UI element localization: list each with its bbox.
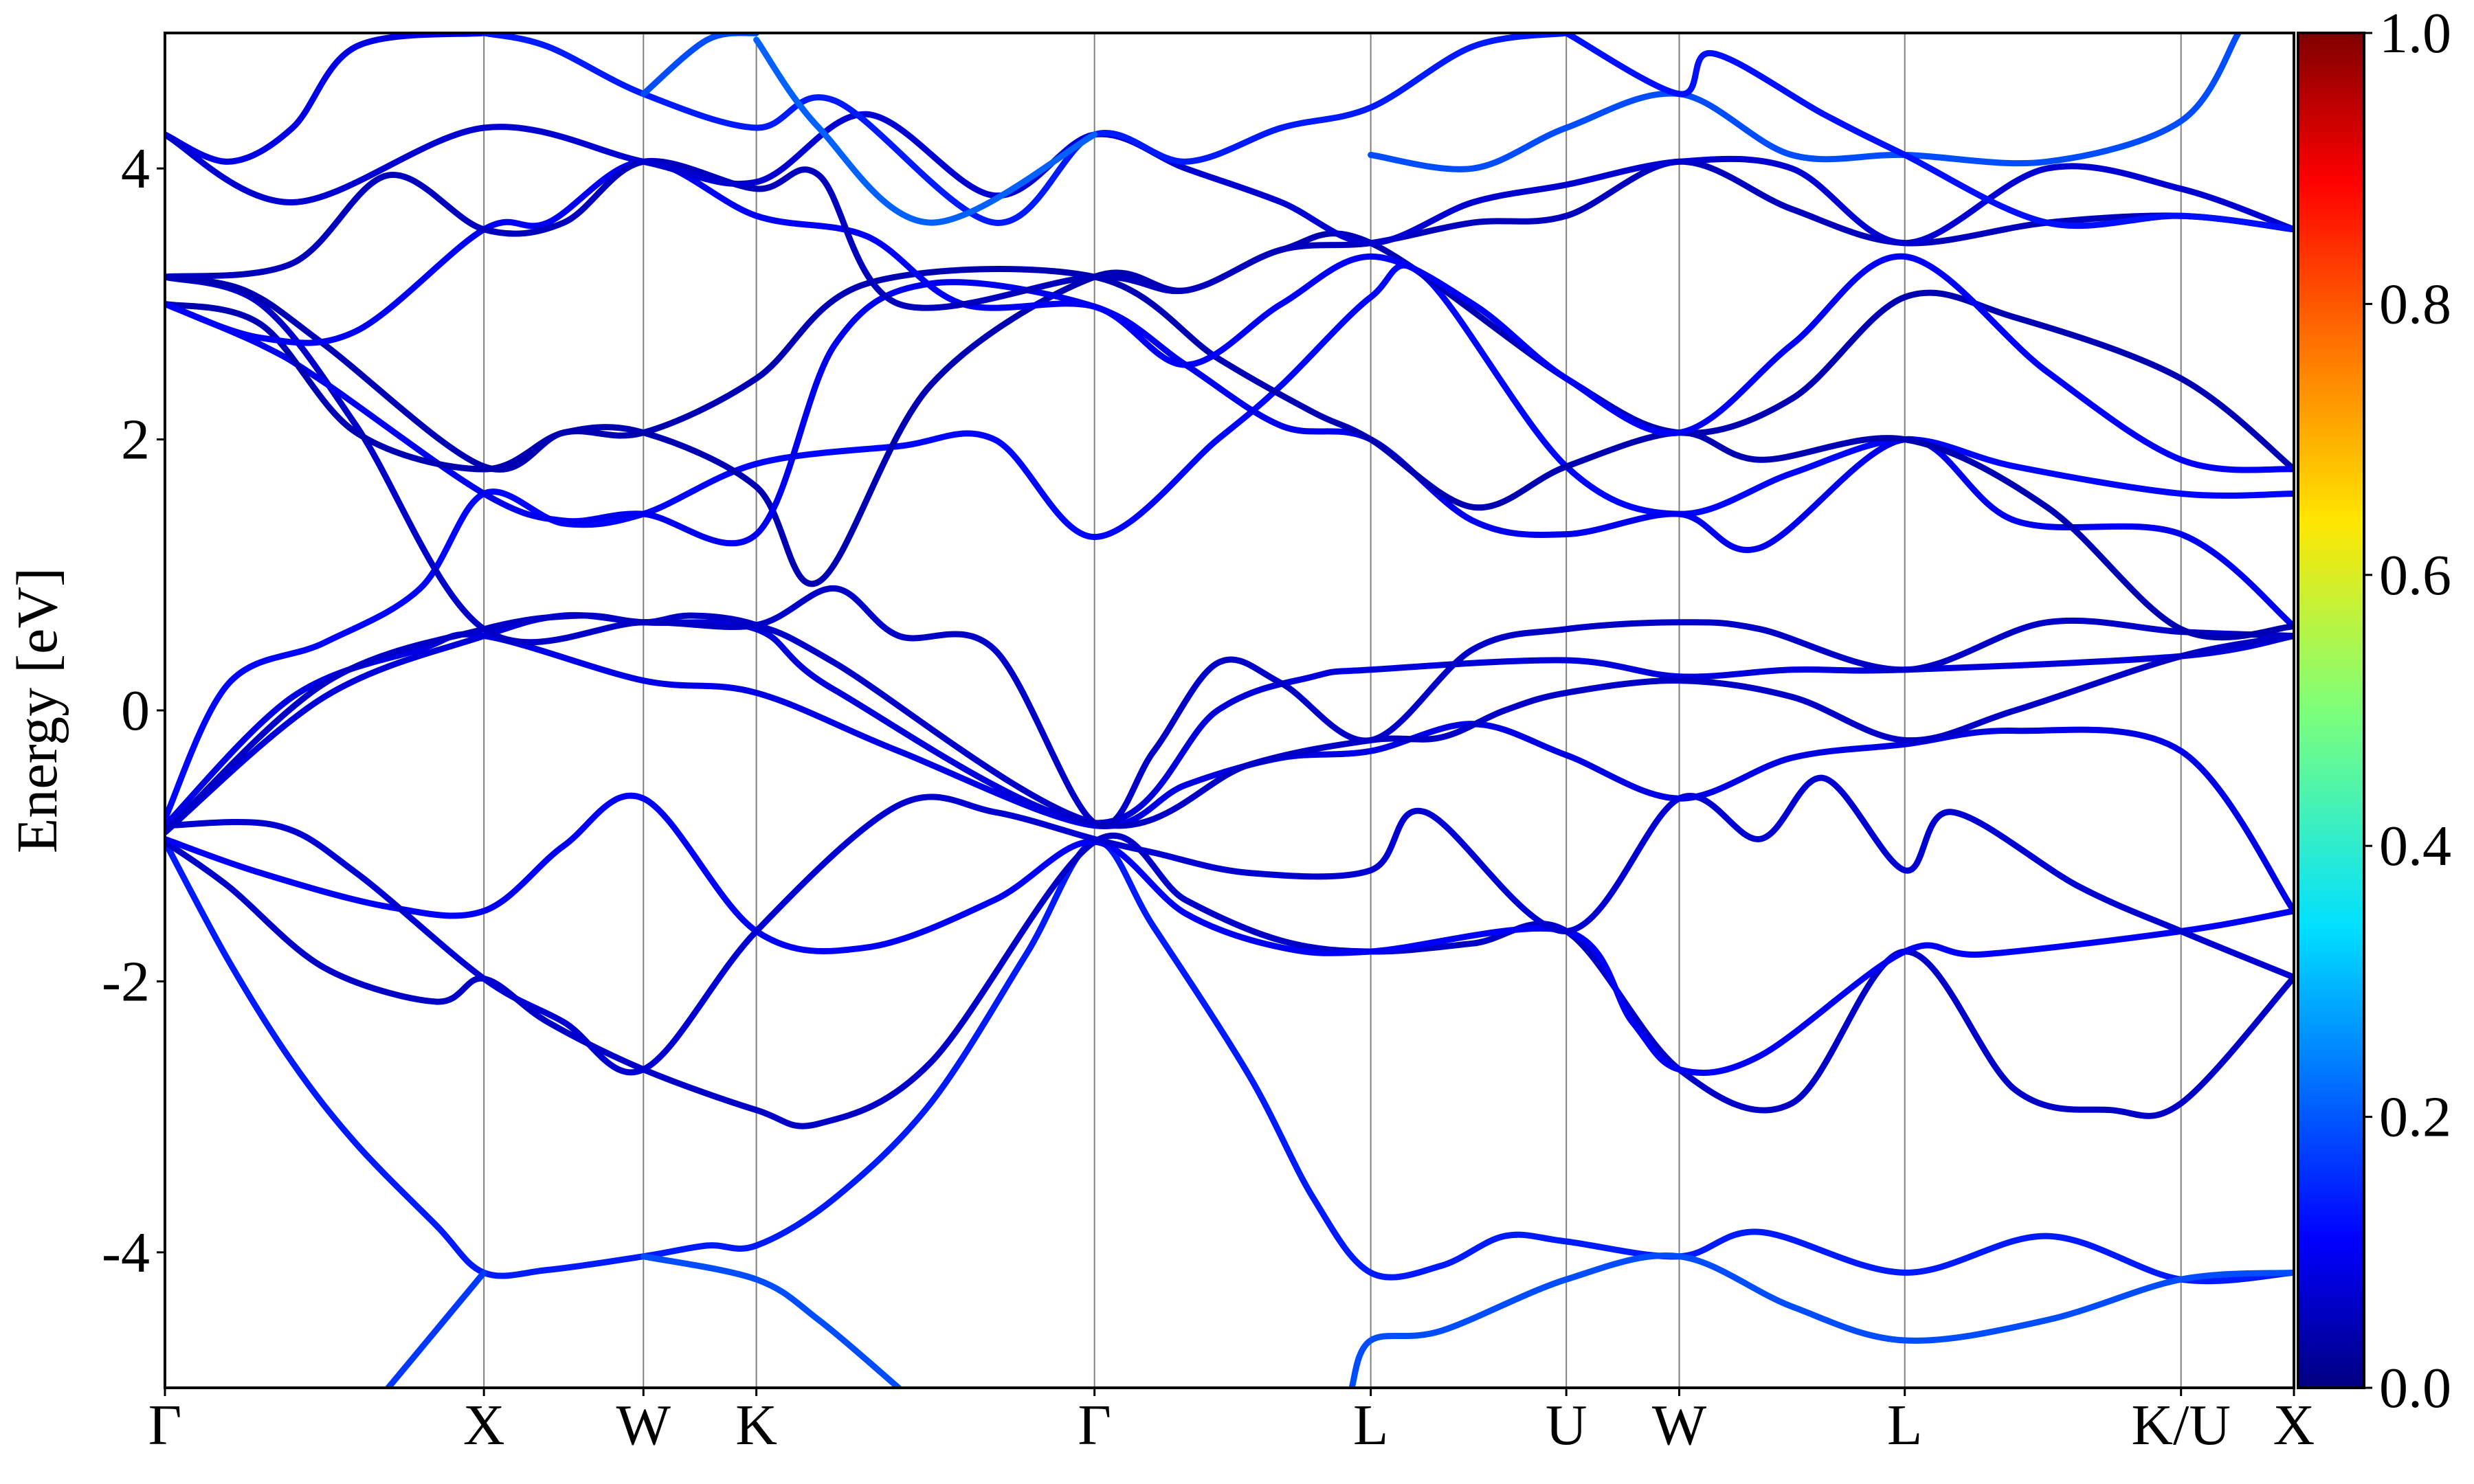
y-axis: -4 -2 0 2 4 <box>102 137 165 1285</box>
band-19 <box>480 33 1570 226</box>
colorbar-tick-label: 0.6 <box>2379 543 2451 607</box>
band-21 <box>753 36 1098 226</box>
x-axis: Γ X W K Γ L U W L K/U X <box>148 1388 2315 1457</box>
colorbar-tick-label: 0.0 <box>2379 1356 2451 1420</box>
x-tick-label: Γ <box>1078 1393 1111 1457</box>
y-tick-label: 0 <box>121 679 150 743</box>
colorbar-tick-label: 0.8 <box>2379 272 2451 336</box>
band-1 <box>385 1269 487 1388</box>
band-5 <box>165 792 2294 1076</box>
colorbar-tick-label: 0.4 <box>2379 814 2451 878</box>
band-20 <box>640 33 760 98</box>
band-17 <box>165 33 487 165</box>
band-16 <box>165 157 2294 311</box>
y-tick-label: -2 <box>102 949 150 1013</box>
x-tick-label: X <box>463 1393 505 1457</box>
band-18 <box>165 111 2294 247</box>
band-2 <box>640 1253 902 1388</box>
band-6 <box>165 775 2294 1076</box>
band-22 <box>1368 33 2242 172</box>
band-3 <box>1348 1252 2294 1388</box>
x-tick-label: L <box>1887 1393 1922 1457</box>
x-tick-label: K/U <box>2131 1393 2231 1457</box>
y-axis-label: Energy [eV] <box>5 567 69 853</box>
colorbar-tick-label: 1.0 <box>2379 1 2451 65</box>
band-23 <box>1563 33 2294 233</box>
y-tick-label: 4 <box>121 137 150 201</box>
x-tick-label: Γ <box>148 1393 182 1457</box>
band-8 <box>165 262 2294 822</box>
colorbar-tick-label: 0.2 <box>2379 1086 2451 1149</box>
x-tick-label: U <box>1546 1393 1587 1457</box>
x-tick-label: W <box>616 1393 671 1457</box>
band-10 <box>165 612 2294 835</box>
y-tick-label: -4 <box>102 1221 150 1285</box>
colorbar-ticks: 0.0 0.2 0.4 0.6 0.8 1.0 <box>2364 1 2451 1420</box>
band-14 <box>165 266 2294 641</box>
x-tick-label: X <box>2273 1393 2315 1457</box>
x-tick-label: K <box>735 1393 777 1457</box>
x-tick-label: W <box>1652 1393 1707 1457</box>
band-11 <box>165 273 2294 829</box>
bands <box>165 33 2294 1388</box>
band-15 <box>165 158 2294 473</box>
y-tick-label: 2 <box>121 408 150 472</box>
x-tick-label: L <box>1353 1393 1388 1457</box>
colorbar <box>2297 32 2365 1389</box>
